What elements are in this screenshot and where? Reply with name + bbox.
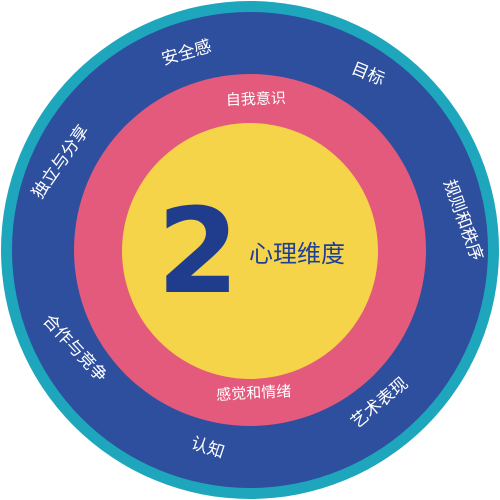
inner-label-feelings-emotions: 感觉和情绪 (216, 382, 292, 404)
dimension-title: 心理维度 (249, 240, 345, 268)
dimension-number: 2 (157, 182, 239, 320)
center-circle (122, 123, 378, 379)
inner-label-self-awareness: 自我意识 (226, 89, 287, 109)
